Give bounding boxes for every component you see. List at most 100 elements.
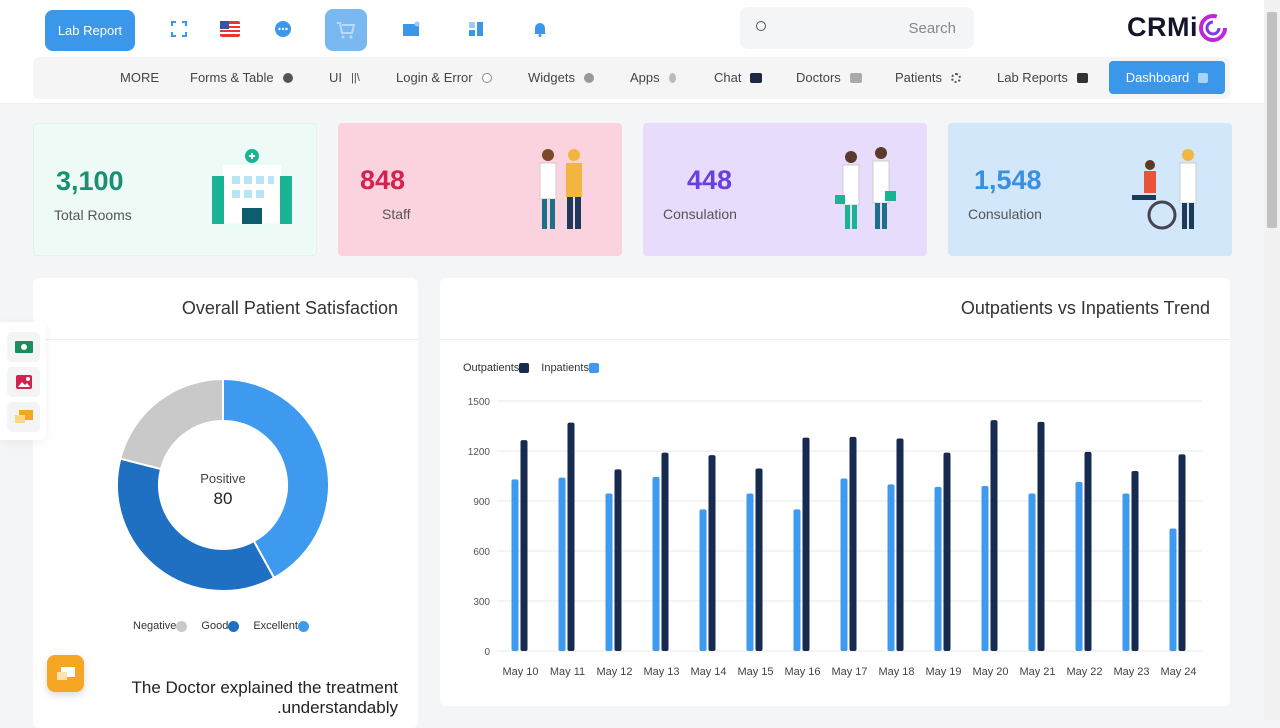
panel-title: Overall Patient Satisfaction (181, 298, 398, 318)
toggle-icon (1076, 72, 1088, 83)
x-tick-label: May 17 (831, 666, 867, 678)
x-tick-label: May 13 (643, 666, 679, 678)
cart-button[interactable] (325, 9, 367, 51)
bar-outpatients[interactable] (661, 452, 669, 651)
bar-inpatients[interactable] (1075, 481, 1083, 651)
divider (33, 339, 418, 340)
bar-outpatients[interactable] (849, 436, 857, 651)
legend-negative[interactable]: Negative (133, 620, 188, 632)
stat-label: Consulation (663, 206, 737, 222)
chat-fab-button[interactable] (47, 655, 84, 692)
nav-item-ui[interactable]: UI ||\ (329, 70, 360, 85)
bar-outpatients[interactable] (802, 437, 810, 651)
widget-icon (583, 72, 594, 83)
x-tick-label: May 19 (925, 666, 961, 678)
bar-inpatients[interactable] (652, 476, 660, 651)
bar-inpatients[interactable] (981, 486, 989, 651)
x-tick-label: May 23 (1113, 666, 1149, 678)
nav-item-dashboard[interactable]: Dashboard (1109, 61, 1225, 94)
bar-inpatients[interactable] (511, 479, 519, 651)
bar-inpatients[interactable] (558, 477, 566, 651)
cart-icon (337, 22, 356, 39)
grid-icon[interactable] (465, 18, 487, 40)
nav-item-forms-table[interactable]: Forms & Table (190, 70, 293, 85)
side-quick-panel (0, 322, 46, 440)
bar-outpatients[interactable] (1178, 454, 1186, 651)
trend-legend: Outpatients Inpatients (463, 362, 599, 374)
nav-item-patients[interactable]: Patients (895, 70, 961, 85)
bar-outpatients[interactable] (1084, 451, 1092, 651)
bar-inpatients[interactable] (605, 493, 613, 652)
bar-inpatients[interactable] (699, 509, 707, 651)
scrollbar-thumb[interactable] (1267, 12, 1277, 228)
bar-inpatients[interactable] (1028, 493, 1036, 652)
lock-icon (481, 72, 492, 83)
legend-good[interactable]: Good (201, 620, 240, 632)
trend-panel: Outpatients vs Inpatients Trend Outpatie… (440, 278, 1230, 706)
bar-outpatients[interactable] (614, 469, 622, 651)
chat-stack-icon (14, 410, 33, 423)
nodes-icon (950, 72, 961, 83)
bar-inpatients[interactable] (793, 509, 801, 651)
bell-icon[interactable] (529, 18, 551, 40)
x-tick-label: May 11 (550, 666, 585, 678)
bar-outpatients[interactable] (1131, 471, 1139, 651)
bar-inpatients[interactable] (887, 484, 895, 651)
donut-slice-excellent[interactable] (222, 377, 330, 580)
folder-icon[interactable] (400, 18, 422, 40)
bulb-icon (668, 72, 676, 83)
chat-stack-button[interactable] (7, 402, 40, 432)
bar-inpatients[interactable] (1169, 528, 1177, 652)
search-input[interactable] (740, 7, 974, 49)
nav-item-apps[interactable]: Apps (630, 70, 676, 85)
bar-inpatients[interactable] (840, 478, 848, 652)
us-flag-icon[interactable] (219, 18, 241, 40)
bar-outpatients[interactable] (896, 438, 904, 652)
search-bar[interactable] (740, 7, 974, 49)
y-tick-label: 600 (473, 547, 490, 558)
money-button[interactable] (7, 332, 40, 362)
logo[interactable]: CRMi (1127, 12, 1228, 43)
fullscreen-icon[interactable] (168, 18, 190, 40)
x-tick-label: May 12 (596, 666, 632, 678)
stat-value: 1,548 (974, 165, 1042, 195)
bar-outpatients[interactable] (520, 440, 528, 651)
bar-outpatients[interactable] (567, 422, 575, 651)
donut-slice-good[interactable] (116, 457, 276, 592)
nav-item-login-error[interactable]: Login & Error (396, 70, 492, 85)
logo-text: CRMi (1127, 12, 1198, 42)
nav-item-lab-reports[interactable]: Lab Reports (997, 70, 1088, 85)
bar-outpatients[interactable] (943, 452, 951, 651)
chat-bubble-icon[interactable] (272, 18, 294, 40)
trend-bar-chart: 0 300 600 900 1200 1500 May 10 May 11 May 12 May … (468, 397, 1202, 678)
chat-stack-icon (56, 666, 75, 680)
nav-item-doctors[interactable]: Doctors (796, 70, 862, 85)
lab-report-button[interactable]: Lab Report (45, 10, 135, 51)
dashboard-icon (1198, 72, 1209, 83)
legend-excellent[interactable]: Excellent (253, 620, 309, 632)
stat-label: Staff (382, 206, 411, 222)
stat-label: Total Rooms (54, 207, 132, 223)
nav-item-widgets[interactable]: Widgets (528, 70, 594, 85)
legend-inpatients[interactable]: Inpatients (541, 362, 599, 374)
image-button[interactable] (7, 367, 40, 397)
nav-item-more[interactable]: MORE (120, 70, 159, 85)
bar-inpatients[interactable] (746, 493, 754, 652)
bar-outpatients[interactable] (990, 420, 998, 651)
stat-value: 3,100 (56, 166, 124, 196)
bar-inpatients[interactable] (1122, 493, 1130, 652)
bar-outpatients[interactable] (755, 468, 763, 652)
stat-card-total-rooms: 3,100 Total Rooms (33, 123, 317, 256)
cube-icon (282, 72, 293, 83)
bar-outpatients[interactable] (1037, 421, 1045, 651)
bar-inpatients[interactable] (934, 486, 942, 651)
hospital-illustration-icon (212, 149, 292, 225)
nav-label: Apps (630, 70, 660, 85)
bar-outpatients[interactable] (708, 455, 716, 651)
x-tick-label: May 16 (784, 666, 820, 678)
doctors-illustration-icon (835, 147, 896, 229)
x-tick-label: May 21 (1019, 666, 1055, 678)
legend-outpatients[interactable]: Outpatients (463, 362, 530, 374)
donut-slice-negative[interactable] (119, 377, 224, 471)
nav-item-chat[interactable]: Chat (714, 70, 763, 85)
